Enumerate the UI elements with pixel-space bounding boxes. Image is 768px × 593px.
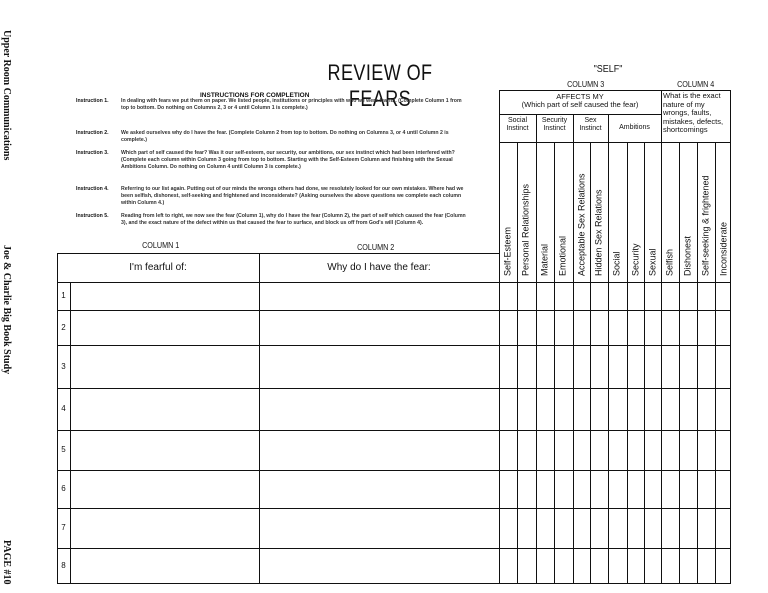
fear-entry-field[interactable]	[71, 283, 258, 309]
sub-column-header: Sexual	[647, 248, 658, 276]
instructions-heading: INSTRUCTIONS FOR COMPLETION	[200, 92, 310, 99]
instinct-group-header: Social Instinct	[506, 117, 529, 132]
instruction-label: Instruction 5.	[76, 213, 109, 219]
fear-reason-field[interactable]	[260, 471, 498, 507]
affects-my-header: AFFECTS MY (Which part of self caused the…	[521, 92, 639, 109]
fear-entry-field[interactable]	[71, 509, 258, 547]
page-number: PAGE #10	[1, 540, 12, 585]
instinct-group-header: Security Instinct	[541, 117, 568, 132]
sub-column-header: Acceptable Sex Relations	[576, 173, 587, 276]
fear-reason-field[interactable]	[260, 311, 498, 344]
fear-reason-field[interactable]	[260, 389, 498, 429]
row-number: 6	[61, 484, 66, 493]
sub-column-header: Inconsiderate	[718, 221, 729, 276]
column-4-header: What is the exact nature of my wrongs, f…	[663, 91, 724, 134]
self-grid	[499, 90, 731, 584]
column-4-label: COLUMN 4	[677, 80, 715, 89]
instruction-text: Reading from left to right, we now see t…	[121, 213, 466, 226]
column-3-label: COLUMN 3	[567, 80, 605, 89]
sub-column-header: Selfish	[664, 248, 675, 276]
fear-reason-field[interactable]	[260, 431, 498, 469]
sub-column-header: Hidden Sex Relations	[593, 189, 604, 276]
fear-reason-field[interactable]	[260, 549, 498, 583]
instruction-label: Instruction 4.	[76, 186, 109, 192]
row-number: 4	[61, 404, 66, 413]
sub-column-header: Personal Relationships	[520, 183, 531, 276]
column-1-label: COLUMN 1	[142, 241, 180, 250]
sub-column-header: Emotional	[557, 235, 568, 276]
row-number: 2	[61, 322, 66, 332]
fear-reason-field[interactable]	[260, 283, 498, 309]
column-1-header: I'm fearful of:	[129, 262, 187, 273]
row-number: 1	[61, 291, 66, 300]
sub-column-header: Material	[539, 243, 550, 276]
column-2-label: COLUMN 2	[357, 243, 395, 252]
publisher-label: Upper Room Communications	[1, 30, 12, 161]
instruction-label: Instruction 2.	[76, 130, 109, 136]
fear-entry-field[interactable]	[71, 549, 258, 583]
row-number: 8	[61, 561, 66, 570]
row-number: 5	[61, 445, 66, 454]
fear-reason-field[interactable]	[260, 346, 498, 387]
instinct-group-header: Sex Instinct	[579, 117, 602, 132]
instruction-label: Instruction 3.	[76, 150, 109, 156]
instruction-text: Referring to our list again. Putting out…	[121, 186, 464, 206]
page-title: REVIEW OF FEARS	[327, 60, 433, 111]
sub-column-header: Self-Esteem	[502, 226, 513, 276]
fear-entry-field[interactable]	[71, 389, 258, 429]
instruction-text: In dealing with fears we put them on pap…	[121, 98, 462, 111]
row-number: 3	[61, 361, 66, 371]
instruction-item: Instruction 3. Which part of self caused …	[76, 150, 471, 170]
row-number: 7	[61, 523, 66, 532]
self-label: "SELF"	[593, 64, 623, 75]
series-label: Joe & Charlie Big Book Study	[1, 245, 12, 375]
instruction-item: Instruction 1. In dealing with fears we p…	[76, 98, 471, 112]
sub-column-header: Dishonest	[682, 235, 693, 276]
fear-entry-field[interactable]	[71, 471, 258, 507]
fear-reason-field[interactable]	[260, 509, 498, 547]
sub-column-header: Security	[630, 243, 641, 276]
sub-column-header: Social	[611, 251, 622, 276]
instruction-item: Instruction 5. Reading from left to right…	[76, 213, 471, 227]
instinct-group-header: Ambitions	[619, 124, 650, 131]
fear-entry-field[interactable]	[71, 311, 258, 344]
sub-column-header: Self-seeking & frightened	[700, 175, 711, 276]
instruction-item: Instruction 4. Referring to our list agai…	[76, 186, 471, 206]
instruction-text: Which part of self caused the fear? Was …	[121, 150, 455, 170]
fear-entry-field[interactable]	[71, 346, 258, 387]
instruction-text: We asked ourselves why do I have the fea…	[121, 130, 449, 143]
column-2-header: Why do I have the fear:	[327, 262, 431, 273]
instruction-item: Instruction 2. We asked ourselves why do …	[76, 130, 471, 144]
instruction-label: Instruction 1.	[76, 98, 109, 104]
fear-entry-field[interactable]	[71, 431, 258, 469]
